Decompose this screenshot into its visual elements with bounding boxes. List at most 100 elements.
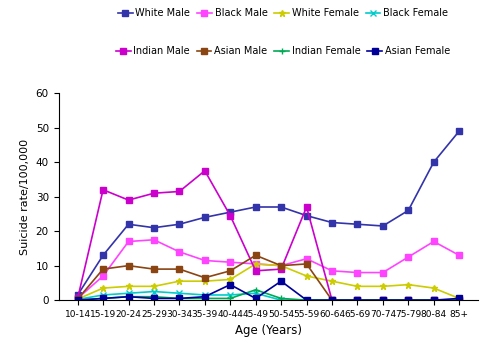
- Black Male: [329, 269, 335, 273]
- Asian Female: [253, 296, 259, 300]
- White Female: [354, 284, 360, 288]
- White Female: [406, 283, 411, 287]
- Indian Female: [456, 298, 462, 302]
- Indian Female: [177, 296, 183, 300]
- White Female: [329, 279, 335, 283]
- Black Female: [253, 291, 259, 295]
- Black Female: [278, 298, 284, 302]
- Line: White Male: White Male: [75, 128, 462, 298]
- Black Female: [227, 293, 233, 297]
- Asian Female: [177, 296, 183, 300]
- Legend: White Male, Black Male, White Female, Black Female: White Male, Black Male, White Female, Bl…: [118, 8, 448, 18]
- White Female: [278, 264, 284, 268]
- Black Male: [125, 239, 131, 244]
- Line: Asian Male: Asian Male: [75, 253, 462, 303]
- White Male: [151, 226, 157, 230]
- Indian Female: [304, 298, 309, 302]
- Indian Female: [406, 298, 411, 302]
- Black Male: [304, 257, 309, 261]
- Indian Male: [100, 188, 106, 192]
- Asian Female: [125, 295, 131, 299]
- Asian Female: [227, 283, 233, 287]
- White Female: [431, 286, 437, 290]
- Asian Male: [354, 298, 360, 302]
- White Female: [202, 279, 208, 283]
- White Female: [151, 284, 157, 288]
- Asian Male: [304, 262, 309, 266]
- Asian Female: [202, 295, 208, 299]
- Asian Male: [406, 298, 411, 302]
- Indian Female: [151, 295, 157, 299]
- Asian Female: [354, 298, 360, 302]
- Black Male: [151, 238, 157, 242]
- Asian Female: [304, 298, 309, 302]
- White Female: [75, 297, 81, 301]
- White Male: [75, 293, 81, 297]
- Asian Female: [456, 296, 462, 300]
- Black Female: [329, 298, 335, 302]
- Asian Female: [406, 298, 411, 302]
- Black Female: [100, 293, 106, 297]
- Black Male: [177, 250, 183, 254]
- Asian Female: [75, 298, 81, 302]
- Indian Male: [151, 191, 157, 195]
- Asian Male: [329, 298, 335, 302]
- Black Female: [431, 298, 437, 302]
- White Female: [125, 284, 131, 288]
- Indian Male: [329, 298, 335, 302]
- Black Male: [278, 264, 284, 268]
- White Male: [125, 222, 131, 226]
- Line: Asian Female: Asian Female: [75, 278, 462, 303]
- Asian Female: [380, 298, 386, 302]
- Asian Male: [151, 267, 157, 271]
- Asian Male: [278, 264, 284, 268]
- Line: Indian Female: Indian Female: [74, 286, 463, 304]
- White Female: [177, 279, 183, 283]
- Black Male: [227, 260, 233, 264]
- White Male: [354, 222, 360, 226]
- Black Female: [125, 291, 131, 295]
- Indian Female: [227, 296, 233, 300]
- Black Female: [456, 298, 462, 302]
- Black Male: [202, 258, 208, 263]
- X-axis label: Age (Years): Age (Years): [235, 324, 302, 337]
- Line: Indian Male: Indian Male: [75, 168, 462, 303]
- White Female: [253, 262, 259, 266]
- Indian Male: [125, 198, 131, 202]
- Asian Male: [177, 267, 183, 271]
- Legend: Indian Male, Asian Male, Indian Female, Asian Female: Indian Male, Asian Male, Indian Female, …: [116, 46, 450, 56]
- Asian Female: [431, 298, 437, 302]
- White Male: [253, 205, 259, 209]
- Indian Male: [177, 189, 183, 194]
- Indian Male: [431, 298, 437, 302]
- Asian Male: [202, 276, 208, 280]
- Asian Female: [329, 298, 335, 302]
- Indian Female: [125, 295, 131, 299]
- Indian Male: [75, 296, 81, 300]
- Indian Male: [304, 205, 309, 209]
- White Male: [227, 210, 233, 214]
- Indian Female: [202, 296, 208, 300]
- Asian Male: [75, 297, 81, 301]
- White Female: [380, 284, 386, 288]
- Black Male: [253, 262, 259, 266]
- White Male: [329, 220, 335, 225]
- Asian Male: [380, 298, 386, 302]
- Y-axis label: Suicide rate/100,000: Suicide rate/100,000: [20, 139, 30, 255]
- Black Female: [354, 298, 360, 302]
- White Male: [380, 224, 386, 228]
- Black Female: [304, 298, 309, 302]
- White Male: [278, 205, 284, 209]
- White Male: [202, 215, 208, 219]
- White Male: [304, 214, 309, 218]
- Indian Female: [380, 298, 386, 302]
- Black Male: [406, 255, 411, 259]
- Black Female: [177, 291, 183, 295]
- White Female: [100, 286, 106, 290]
- Indian Female: [75, 298, 81, 302]
- Black Male: [354, 270, 360, 275]
- Indian Male: [456, 298, 462, 302]
- Indian Male: [354, 298, 360, 302]
- Black Female: [151, 289, 157, 294]
- Asian Male: [253, 253, 259, 257]
